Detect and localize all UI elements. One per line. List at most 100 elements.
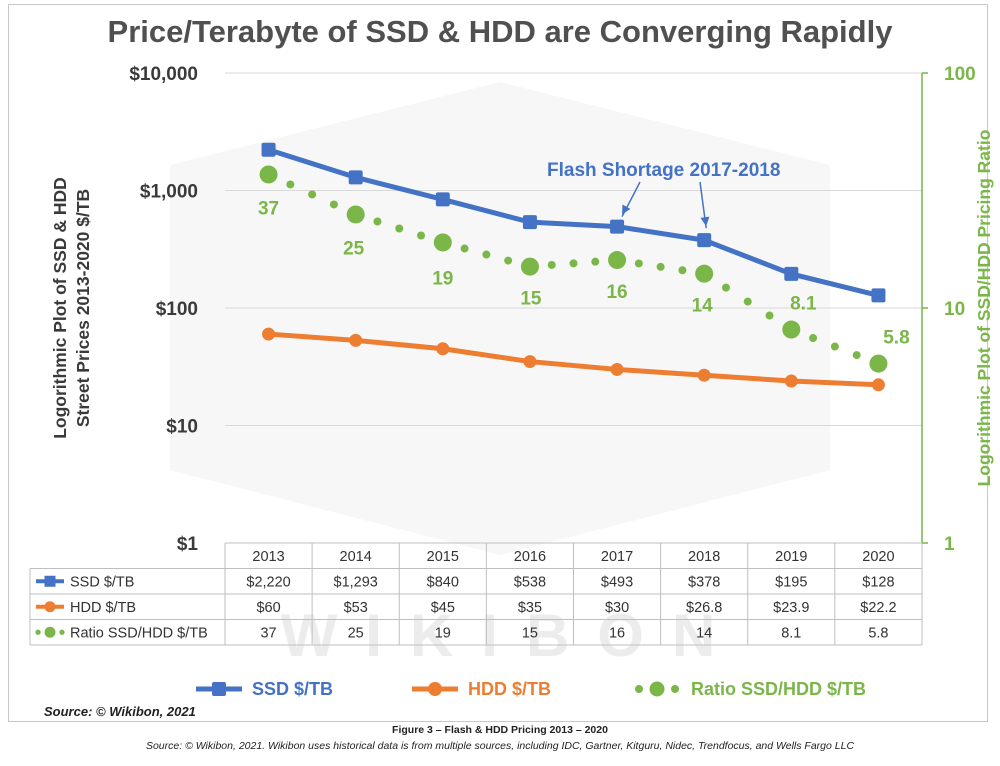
- ssd-tb-marker: [871, 288, 886, 303]
- watermark-text: WIKIBON: [281, 602, 744, 669]
- table-legend-dot: [59, 629, 65, 635]
- table-header-year: 2020: [862, 549, 894, 565]
- ratio-ssd-hdd-tb-marker: [259, 165, 278, 184]
- ratio-ssd-hdd-tb-dot: [569, 259, 578, 268]
- table-cell: $195: [775, 574, 807, 590]
- annotation-arrowhead: [700, 216, 710, 227]
- table-cell: $128: [862, 574, 894, 590]
- table-header-year: 2018: [688, 549, 720, 565]
- table-cell: 14: [696, 625, 712, 641]
- ratio-ssd-hdd-tb-marker: [608, 251, 627, 270]
- left-tick-label: $1: [177, 534, 199, 555]
- ratio-ssd-hdd-tb-marker: [695, 264, 714, 283]
- ssd-tb-marker: [261, 142, 276, 157]
- annotation-arrowhead: [622, 204, 631, 215]
- ratio-ssd-hdd-tb-dot: [329, 200, 338, 209]
- table-row-label: HDD $/TB: [70, 600, 136, 616]
- legend-label: SSD $/TB: [252, 679, 333, 699]
- table-cell: 19: [435, 625, 451, 641]
- table-row-label: Ratio SSD/HDD $/TB: [70, 625, 208, 641]
- left-tick-label: $1,000: [140, 182, 198, 203]
- table-cell: $493: [601, 574, 633, 590]
- gridlines: [225, 72, 922, 426]
- table-cell: $378: [688, 574, 720, 590]
- ssd-tb-line: [267, 147, 880, 298]
- table-legend-marker: [44, 626, 56, 638]
- watermark: WIKIBON: [170, 82, 830, 669]
- left-tick-label: $10: [166, 417, 198, 438]
- hdd-tb-marker: [697, 368, 711, 382]
- ssd-tb-marker: [610, 219, 625, 234]
- table-legend-dot: [35, 629, 41, 635]
- ratio-data-label: 19: [432, 268, 453, 289]
- legend-dot: [635, 685, 643, 693]
- legend: SSD $/TB HDD $/TB Ratio SSD/HDD $/TB: [196, 679, 866, 699]
- table-cell: 37: [260, 625, 276, 641]
- hdd-tb-marker: [610, 362, 624, 376]
- ratio-ssd-hdd-tb-dot: [721, 283, 730, 292]
- table-header-year: 2013: [252, 549, 284, 565]
- flash-shortage-annotation: Flash Shortage 2017-2018: [547, 160, 780, 229]
- right-axis-ticks: 1 10 100: [922, 64, 976, 555]
- table-cell: $26.8: [686, 600, 722, 616]
- legend-label: HDD $/TB: [468, 679, 551, 699]
- table-cell: $53: [344, 600, 368, 616]
- table-legend-marker: [44, 575, 56, 587]
- right-tick-label: 10: [944, 299, 965, 320]
- left-axis-title-line-2: Street Prices 2013-2020 $/TB: [73, 189, 93, 427]
- legend-marker: [212, 682, 226, 696]
- table-header-year: 2016: [514, 549, 546, 565]
- ratio-ssd-hdd-tb-marker: [433, 233, 452, 252]
- ratio-ssd-hdd-tb-dot: [852, 351, 861, 360]
- left-axis-ticks: $1 $10 $100 $1,000 $10,000: [129, 64, 198, 555]
- figure-frame: [8, 4, 988, 722]
- table-header-year: 2015: [427, 549, 459, 565]
- table-cell: 15: [522, 625, 538, 641]
- table-cell: $538: [514, 574, 546, 590]
- table-cell: $2,220: [246, 574, 290, 590]
- ratio-ssd-hdd-tb-dot: [634, 259, 643, 268]
- ssd-tb-marker: [435, 192, 450, 207]
- table-cell: $840: [427, 574, 459, 590]
- figure-source: Source: © Wikibon, 2021. Wikibon uses hi…: [145, 740, 855, 752]
- hdd-tb-line: [268, 331, 879, 388]
- source-note: Source: © Wikibon, 2021: [44, 704, 196, 719]
- right-tick-label: 100: [944, 64, 976, 85]
- ratio-ssd-hdd-tb-dot: [547, 260, 556, 269]
- ratio-data-label: 16: [606, 282, 627, 303]
- table-cell: $60: [256, 600, 280, 616]
- table-cell: $35: [518, 600, 542, 616]
- ratio-ssd-hdd-tb-dot: [373, 217, 382, 226]
- legend-dot: [671, 685, 679, 693]
- ssd-tb-marker: [697, 233, 712, 248]
- table-cell: $30: [605, 600, 629, 616]
- hdd-tb-marker: [262, 327, 276, 341]
- ratio-ssd-hdd-tb-dot: [286, 180, 295, 189]
- ratio-data-label: 25: [343, 238, 365, 259]
- ratio-ssd-hdd-tb-dot: [678, 266, 687, 275]
- table-legend-marker: [44, 601, 56, 613]
- table-header-year: 2019: [775, 549, 807, 565]
- left-axis-title-line-1: Logorithmic Plot of SSD & HDD: [50, 177, 70, 439]
- right-axis-title: Logorithmic Plot of SSD/HDD Pricing Rati…: [974, 130, 994, 487]
- figure-caption: Figure 3 – Flash & HDD Pricing 2013 – 20…: [392, 724, 608, 736]
- ssd-tb-marker: [522, 215, 537, 230]
- ratio-ssd-hdd-tb-marker: [346, 205, 365, 224]
- ratio-data-label: 15: [520, 289, 542, 310]
- ratio-ssd-hdd-tb-dot: [656, 262, 665, 271]
- ratio-ssd-hdd-tb-marker: [782, 320, 801, 339]
- table-row-label: SSD $/TB: [70, 574, 134, 590]
- right-tick-label: 1: [944, 534, 955, 555]
- ratio-ssd-hdd-tb-dot: [395, 224, 404, 233]
- ratio-ssd-hdd-tb-dot: [809, 334, 818, 343]
- ratio-ssd-hdd-tb-dot: [417, 231, 426, 240]
- ratio-ssd-hdd-tb-dot: [765, 311, 774, 320]
- table-cell: $23.9: [773, 600, 809, 616]
- table-cell: $1,293: [334, 574, 378, 590]
- ratio-data-label: 5.8: [883, 328, 909, 349]
- ratio-data-labels: 37 25 19 15 16 14 8.1 5.8: [258, 198, 910, 348]
- table-cell: 25: [348, 625, 364, 641]
- ratio-ssd-hdd-tb-dot: [460, 244, 469, 253]
- left-tick-label: $100: [156, 299, 198, 320]
